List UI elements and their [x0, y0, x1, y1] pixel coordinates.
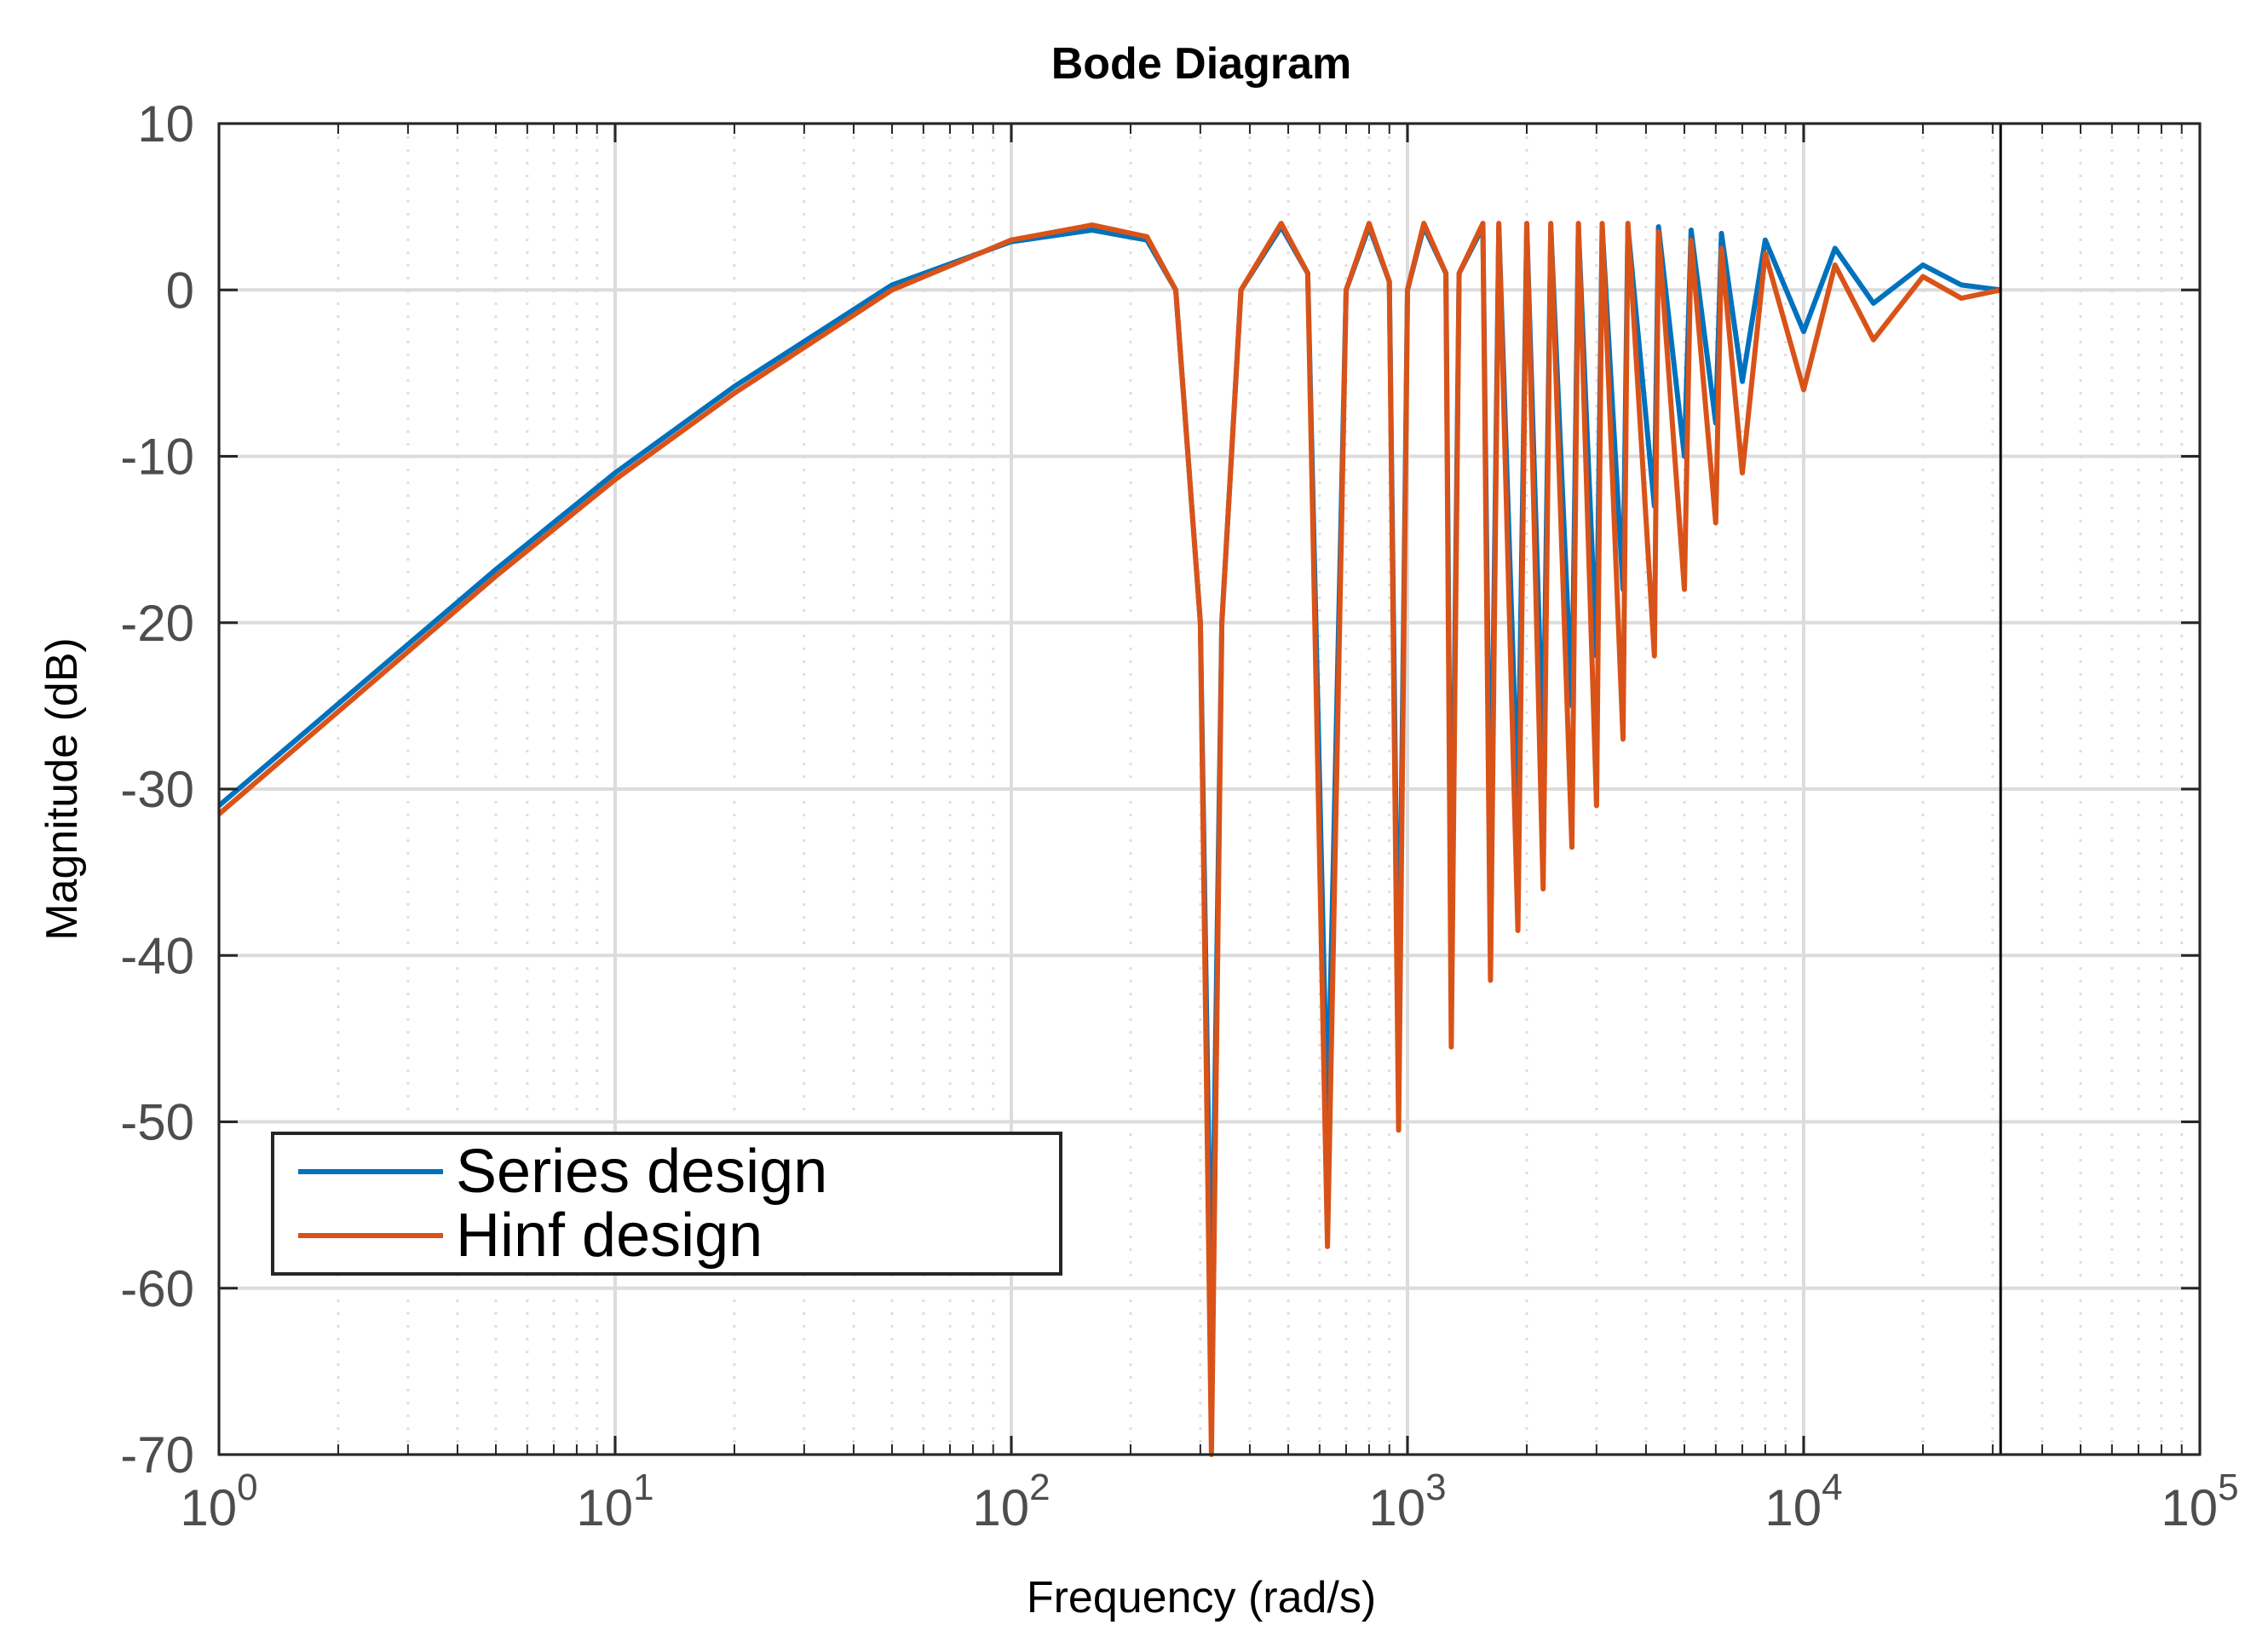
y-tick-label: -50 [120, 1094, 194, 1151]
y-tick-label: -10 [120, 429, 194, 486]
axis-ticks [217, 122, 2202, 1456]
y-tick-label: 0 [166, 262, 194, 319]
y-tick-label: -70 [120, 1426, 194, 1484]
y-tick-label: 10 [137, 95, 194, 153]
legend-label-hinf-design: Hinf design [456, 1201, 763, 1270]
y-tick-label: -40 [120, 927, 194, 984]
legend: Series design Hinf design [271, 1132, 1062, 1276]
x-tick-label: 104 [1764, 1466, 1842, 1536]
series-layer [217, 221, 2001, 1457]
chart-title: Bode Diagram [1051, 39, 1352, 89]
x-tick-label: 103 [1368, 1466, 1446, 1536]
y-tick-labels: 10 0 -10 -20 -30 -40 -50 -60 -70 [120, 95, 194, 1484]
x-tick-label: 100 [180, 1466, 257, 1536]
y-tick-label: -30 [120, 761, 194, 818]
x-tick-label: 102 [972, 1466, 1050, 1536]
legend-label-series-design: Series design [456, 1138, 827, 1206]
legend-box [271, 1132, 1062, 1276]
series-line-hinf-design [217, 221, 2001, 1457]
x-tick-label: 105 [2161, 1466, 2238, 1536]
x-tick-labels: 100 101 102 103 104 105 [180, 1466, 2238, 1536]
y-axis-label: Magnitude (dB) [37, 637, 87, 941]
x-axis-label: Frequency (rad/s) [1027, 1573, 1376, 1622]
x-tick-label: 101 [576, 1466, 653, 1536]
y-tick-label: -20 [120, 595, 194, 652]
y-tick-label: -60 [120, 1260, 194, 1317]
